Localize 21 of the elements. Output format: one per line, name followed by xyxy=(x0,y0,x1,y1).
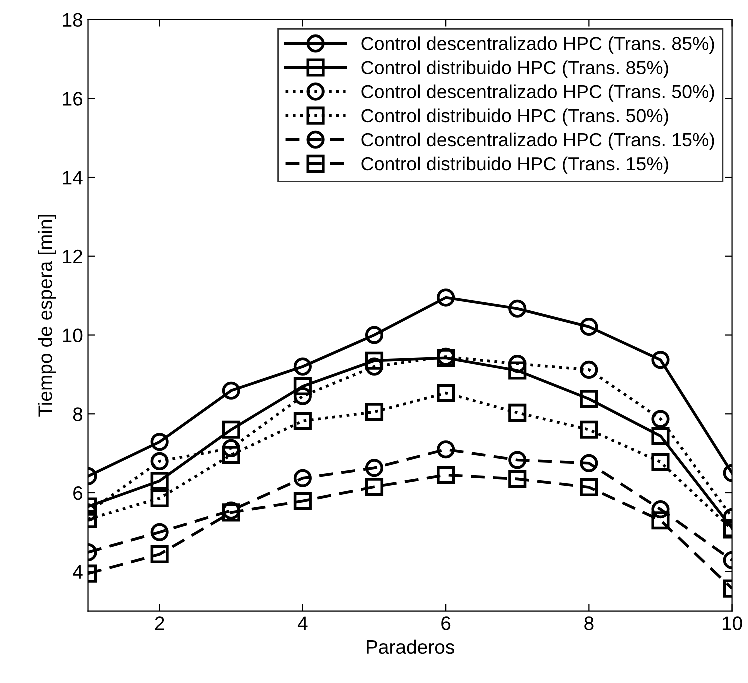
y-tick-label: 14 xyxy=(63,171,83,185)
legend-label: Control distribuido HPC (Trans. 85%) xyxy=(362,60,668,78)
x-tick-label: 4 xyxy=(298,616,308,630)
y-tick-label: 16 xyxy=(63,92,83,106)
y-tick-label: 6 xyxy=(74,486,83,500)
y-tick-label: 12 xyxy=(63,250,82,264)
x-axis-title: Paraderos xyxy=(367,640,454,654)
x-tick-label: 10 xyxy=(722,616,742,630)
x-tick-label: 6 xyxy=(442,616,451,630)
y-tick-label: 4 xyxy=(73,566,83,579)
legend-label: Control distribuido HPC (Trans. 50%) xyxy=(362,108,668,126)
legend-label: Control descentralizado HPC (Trans. 50%) xyxy=(362,84,714,102)
legend-label: Control descentralizado HPC (Trans. 15%) xyxy=(362,132,714,150)
x-tick-label: 8 xyxy=(584,616,594,630)
y-tick-label: 18 xyxy=(63,13,83,28)
x-tick-label: 2 xyxy=(155,616,164,630)
legend-label: Control distribuido HPC (Trans. 15%) xyxy=(362,156,668,174)
y-tick-label: 10 xyxy=(63,328,83,342)
y-tick-label: 8 xyxy=(73,408,83,422)
y-axis-title: Tiempo de espera [min] xyxy=(38,215,56,417)
legend-label: Control descentralizado HPC (Trans. 85%) xyxy=(362,36,714,54)
